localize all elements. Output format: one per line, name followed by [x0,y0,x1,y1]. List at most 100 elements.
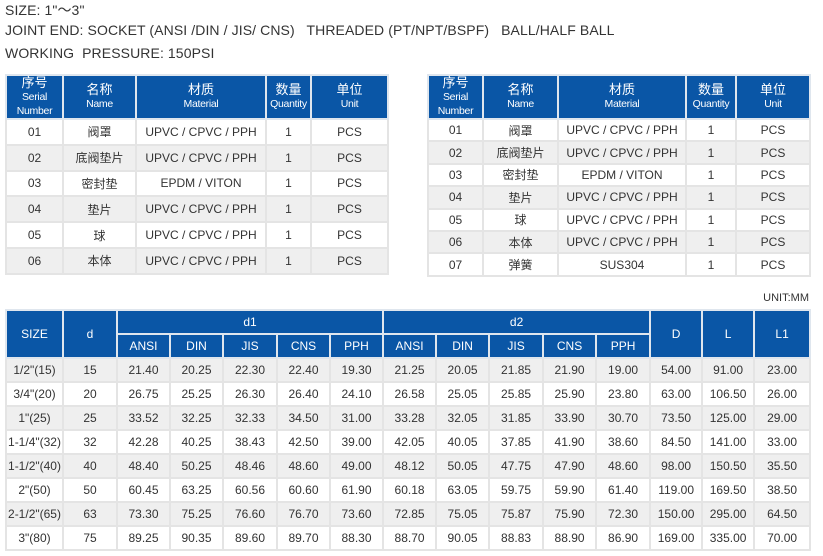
cell-quantity: 1 [265,169,312,198]
cell: 33.00 [753,429,812,455]
cell: 26.75 [116,381,171,407]
table-row: 03 密封垫 EPDM / VITON 1 PCS [5,169,389,198]
cell: 50.05 [435,453,491,479]
cell: 88.83 [488,525,545,551]
cell: 89.70 [276,525,331,551]
cell: 60.60 [276,477,331,503]
cell-material: UPVC / CPVC / PPH [557,207,687,232]
cell: 48.12 [382,453,438,479]
header-d2-cns: CNS [542,333,598,359]
cell: 40.05 [435,429,491,455]
cell-serial: 01 [427,117,484,143]
cell-quantity: 1 [685,162,737,188]
cell: 141.00 [701,429,756,455]
cell-unit: PCS [310,143,389,172]
cell: 63.00 [649,381,704,407]
cell: 2"(50) [5,477,64,503]
cell-quantity: 1 [265,246,312,275]
cell: 23.80 [595,381,652,407]
cell: 22.40 [276,357,331,383]
cell: 22.30 [222,357,278,383]
cell: 75 [62,525,118,551]
header-name: 名称 Name [62,74,137,120]
header-d2-ansi: ANSI [382,333,438,359]
cell: 61.90 [328,477,385,503]
table-row: 03 密封垫 EPDM / VITON 1 PCS [427,162,811,188]
cell-unit: PCS [735,140,811,165]
header-unit-en: Unit [764,98,782,110]
cell-quantity: 1 [685,185,737,210]
cell-serial: 02 [427,140,484,165]
cell: 125.00 [701,405,756,431]
header-material-cn: 材质 [608,82,635,97]
unit-label: UNIT:MM [763,292,809,304]
cell-name: 弹簧 [482,252,559,277]
cell: 26.30 [222,381,278,407]
cell-material: UPVC / CPVC / PPH [135,246,267,275]
cell-serial: 05 [427,207,484,232]
header-unit: 单位 Unit [735,74,811,120]
cell-name: 球 [482,207,559,232]
cell: 26.00 [753,381,812,407]
cell: 150.00 [649,501,704,527]
dimensions-table: SIZE d d1 d2 D L L1 ANSI DIN JIS CNS PPH ANSI… [5,309,812,551]
cell: 40 [62,453,118,479]
cell: 1"(25) [5,405,64,431]
header-d1-pph: PPH [328,333,385,359]
cell-unit: PCS [310,118,389,146]
header-quantity-en: Quantity [692,98,730,110]
cell: 48.46 [222,453,278,479]
cell-serial: 06 [5,246,64,275]
cell: 29.00 [753,405,812,431]
cell-name: 底阀垫片 [482,140,559,165]
cell: 38.50 [753,477,812,503]
table-row: 07 弹簧 SUS304 1 PCS [427,252,811,277]
table-row: 04 垫片 UPVC / CPVC / PPH 1 PCS [5,195,389,224]
header-d2-pph: PPH [595,333,652,359]
cell: 21.90 [542,357,598,383]
cell: 73.50 [649,405,704,431]
table-row: 05 球 UPVC / CPVC / PPH 1 PCS [427,207,811,232]
header-serial-en: Serial Number [16,91,53,117]
cell: 76.70 [276,501,331,527]
cell: 335.00 [701,525,756,551]
cell: 75.90 [542,501,598,527]
cell: 31.85 [488,405,545,431]
spec-size: SIZE: 1"～3" [5,2,85,18]
header-d1-ansi: ANSI [116,333,171,359]
cell-material: UPVC / CPVC / PPH [557,229,687,255]
cell: 48.60 [595,453,652,479]
cell-name: 阀罩 [62,118,137,146]
cell: 75.87 [488,501,545,527]
cell-name: 本体 [482,229,559,255]
cell: 1-1/4"(32) [5,429,64,455]
cell: 50 [62,477,118,503]
cell: 37.85 [488,429,545,455]
cell-serial: 04 [5,195,64,224]
cell: 63 [62,501,118,527]
header-serial-en: Serial Number [437,91,474,117]
cell: 34.50 [276,405,331,431]
header-d1: d1 [115,309,385,335]
table-row: 02 底阀垫片 UPVC / CPVC / PPH 1 PCS [427,140,811,165]
cell: 32.05 [435,405,491,431]
cell: 88.30 [328,525,385,551]
header-unit: 单位 Unit [310,74,389,120]
cell: 49.00 [328,453,385,479]
cell: 86.90 [595,525,652,551]
cell: 47.90 [542,453,598,479]
header-material-cn: 材质 [187,82,214,97]
header-name-en: Name [507,98,534,110]
cell: 89.60 [222,525,278,551]
cell: 25.05 [435,381,491,407]
cell-name: 阀罩 [482,117,559,143]
cell: 25.90 [542,381,598,407]
table-row: 1-1/2"(40) 40 48.40 50.25 48.46 48.60 49.00 48.… [5,453,812,479]
table-row: 2-1/2"(65) 63 73.30 75.25 76.60 76.70 73.60 72.… [5,501,812,527]
cell-unit: PCS [310,246,389,275]
cell-material: UPVC / CPVC / PPH [135,195,267,224]
cell: 40.25 [169,429,224,455]
cell: 169.50 [701,477,756,503]
cell: 42.05 [382,429,438,455]
cell: 89.25 [116,525,171,551]
